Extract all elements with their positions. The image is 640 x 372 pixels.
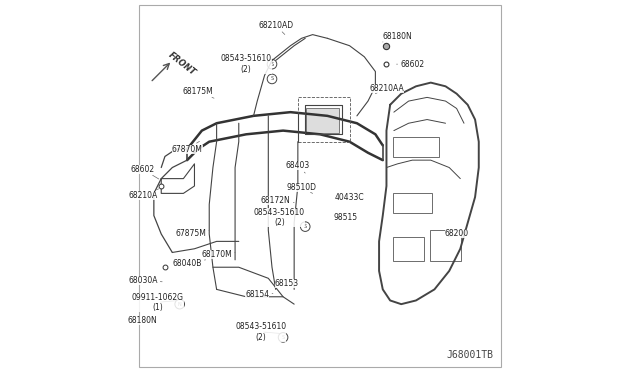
Text: 68210AA: 68210AA: [369, 84, 404, 94]
Text: 68172N: 68172N: [261, 196, 294, 205]
Text: 68200: 68200: [445, 230, 468, 238]
FancyBboxPatch shape: [307, 108, 339, 133]
Text: 08543-51610
(2): 08543-51610 (2): [221, 54, 272, 74]
Text: 68154: 68154: [245, 291, 273, 299]
Text: 09911-1062G
(1): 09911-1062G (1): [132, 293, 184, 312]
FancyBboxPatch shape: [393, 193, 431, 212]
Text: 68040B: 68040B: [172, 259, 205, 268]
Text: 68180N: 68180N: [383, 32, 412, 42]
FancyBboxPatch shape: [393, 237, 424, 260]
Text: N: N: [178, 302, 182, 307]
Text: 98515: 98515: [334, 213, 358, 222]
Text: 68153: 68153: [275, 279, 299, 288]
Text: 68180N: 68180N: [128, 316, 157, 325]
Text: 67870M: 67870M: [172, 141, 202, 154]
Text: 68602: 68602: [131, 165, 159, 179]
Text: 08543-51610
(2): 08543-51610 (2): [254, 208, 305, 227]
Text: 68170M: 68170M: [201, 250, 235, 259]
Text: 08543-51610
(2): 08543-51610 (2): [236, 322, 287, 341]
Text: S: S: [271, 62, 273, 67]
Text: FRONT: FRONT: [167, 50, 198, 77]
FancyBboxPatch shape: [393, 137, 439, 157]
Text: 68210A: 68210A: [128, 189, 159, 200]
Text: 68030A: 68030A: [128, 276, 162, 285]
Text: 98510D: 98510D: [287, 183, 317, 193]
Text: J68001TB: J68001TB: [447, 350, 493, 359]
Text: S: S: [282, 335, 285, 340]
Text: 68403: 68403: [285, 161, 310, 173]
Text: 68175M: 68175M: [183, 87, 214, 98]
Text: 68210AD: 68210AD: [258, 21, 293, 35]
Text: 68602: 68602: [397, 60, 424, 69]
FancyBboxPatch shape: [430, 230, 461, 260]
Text: S: S: [303, 224, 307, 229]
Text: 67875M: 67875M: [175, 230, 209, 238]
Text: 40433C: 40433C: [335, 193, 364, 202]
Text: S: S: [271, 76, 273, 81]
